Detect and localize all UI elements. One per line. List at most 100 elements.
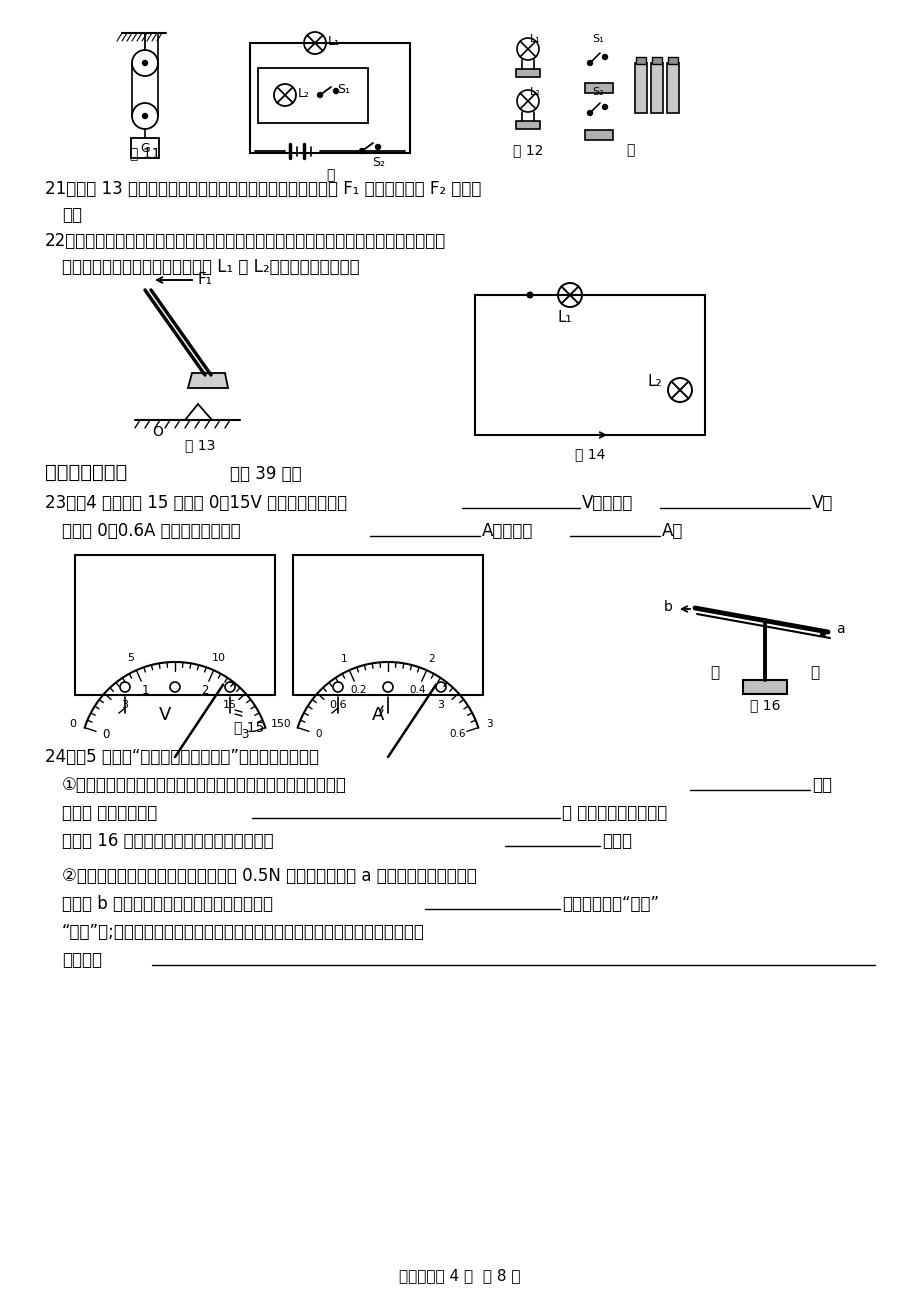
Text: 1: 1 [142, 684, 149, 697]
Text: 0: 0 [283, 719, 289, 729]
Text: L₁: L₁ [557, 309, 572, 325]
Bar [516, 69, 539, 77]
Bar [635, 57, 645, 64]
Text: 15: 15 [222, 699, 237, 710]
Text: ①先把杠杆的中点支在支架上，调节两端的平衡螺母，使杠杆在: ①先把杠杆的中点支在支架上，调节两端的平衡螺母，使杠杆在 [62, 776, 346, 794]
Text: 3: 3 [241, 728, 248, 741]
Text: 在杠杆 b 处的细线上，为使杠杆平衡，应竖直: 在杠杆 b 处的细线上，为使杠杆平衡，应竖直 [62, 894, 273, 913]
Text: 图 14: 图 14 [574, 447, 605, 462]
Text: 拉弹簧秤（填“向上”: 拉弹簧秤（填“向上” [562, 894, 658, 913]
Text: A: A [371, 706, 384, 724]
Text: 22．根据标出的电流方向，将电池组、电流表、电压表三个元件符号中的两个，分别填进: 22．根据标出的电流方向，将电池组、电流表、电压表三个元件符号中的两个，分别填进 [45, 231, 446, 250]
Text: 乙: 乙 [625, 143, 633, 157]
Circle shape [819, 630, 825, 637]
Text: A，读数是: A，读数是 [482, 523, 533, 540]
Text: 0.2: 0.2 [349, 685, 366, 696]
Text: 3: 3 [486, 719, 493, 729]
Text: 2: 2 [200, 684, 209, 697]
Text: O: O [152, 425, 163, 439]
Text: 甲: 甲 [325, 168, 334, 182]
Text: 呈如图 16 所示的状态，则他应将平衡螺母向: 呈如图 16 所示的状态，则他应将平衡螺母向 [62, 832, 273, 850]
Text: 5: 5 [128, 654, 134, 663]
Text: “向下”）;操作时，小华发现弹簧秤读数偏小，不能准确读数，请你提出一种改进: “向下”）;操作时，小华发现弹簧秤读数偏小，不能准确读数，请你提出一种改进 [62, 923, 425, 941]
Text: L₂: L₂ [529, 87, 540, 98]
Circle shape [359, 148, 364, 153]
Text: L₁: L₁ [328, 35, 340, 48]
Text: 电路图的空缺处，填进后要求灯泡 L₁ 和 L₂串联，且都能发光．: 电路图的空缺处，填进后要求灯泡 L₁ 和 L₂串联，且都能发光． [62, 257, 359, 276]
Text: V，读数是: V，读数是 [582, 494, 632, 512]
Text: 图 11: 图 11 [130, 146, 160, 160]
Text: S₁: S₁ [591, 34, 603, 44]
Text: 的方法：: 的方法： [62, 952, 102, 968]
Text: G: G [140, 142, 150, 155]
Text: 0: 0 [102, 728, 109, 741]
Text: L₁: L₁ [529, 34, 540, 44]
Circle shape [142, 61, 147, 65]
Text: V: V [159, 706, 171, 724]
Text: 3: 3 [121, 699, 129, 710]
Circle shape [602, 55, 607, 60]
Text: V；: V； [811, 494, 833, 512]
Text: 10: 10 [211, 654, 226, 663]
Text: 电流表 0～0.6A 量程的最小分度是: 电流表 0～0.6A 量程的最小分度是 [62, 523, 241, 540]
Bar [634, 62, 646, 113]
Text: S₁: S₁ [336, 83, 349, 96]
Text: 1: 1 [341, 654, 347, 664]
Bar [257, 68, 368, 124]
Text: A．: A． [662, 523, 683, 540]
Bar [75, 555, 275, 696]
Polygon shape [187, 373, 228, 387]
Text: S₂: S₂ [591, 87, 603, 98]
Text: F₁: F₁ [198, 272, 212, 287]
Text: 图 16: 图 16 [749, 698, 779, 712]
Bar [666, 62, 678, 113]
Text: 0: 0 [315, 729, 322, 740]
Bar [584, 130, 612, 140]
Circle shape [587, 111, 592, 116]
Text: 23．（4 分）如图 15 电压表 0～15V 量程的最小分度是: 23．（4 分）如图 15 电压表 0～15V 量程的最小分度是 [45, 494, 346, 512]
Text: 21．如图 13 所示，是羊角锤拔钉示意图，请在图上画出动力 F₁ 的力臂和阻力 F₂ 的示意: 21．如图 13 所示，是羊角锤拔钉示意图，请在图上画出动力 F₁ 的力臂和阻力… [45, 179, 481, 198]
Text: 图 15: 图 15 [233, 720, 264, 734]
Circle shape [333, 88, 338, 94]
Circle shape [375, 144, 380, 150]
Text: 图 12: 图 12 [512, 143, 542, 157]
Text: 2: 2 [427, 654, 435, 664]
Text: S₂: S₂ [371, 156, 384, 169]
Bar [516, 121, 539, 129]
Bar [667, 57, 677, 64]
Circle shape [526, 291, 533, 299]
Circle shape [317, 92, 323, 98]
Bar [130, 138, 159, 159]
Circle shape [142, 113, 147, 118]
Text: L₂: L₂ [647, 374, 662, 390]
Text: ②调节好杠杆后，小华将两个重力均为 0.5N 的钉码挂在杠杆 a 处，又将弹簧测力计钉: ②调节好杠杆后，小华将两个重力均为 0.5N 的钉码挂在杠杆 a 处，又将弹簧测… [62, 867, 476, 885]
Bar [474, 295, 704, 436]
Text: 调节．: 调节． [601, 832, 631, 850]
Text: （共 39 分）: （共 39 分） [230, 465, 301, 484]
Text: ． 小华将杠杆支上后，: ． 小华将杠杆支上后， [562, 803, 666, 822]
Bar [584, 83, 612, 94]
Text: 图 13: 图 13 [185, 438, 215, 452]
Text: 0.6: 0.6 [448, 729, 465, 740]
Text: 左: 左 [709, 666, 719, 680]
Bar [651, 62, 663, 113]
Text: 四、实验与探究: 四、实验与探究 [45, 463, 127, 482]
Bar [292, 555, 482, 696]
Text: a: a [835, 621, 844, 636]
Text: 平衡． 这样做的目的: 平衡． 这样做的目的 [62, 803, 157, 822]
Text: b: b [664, 601, 673, 614]
Text: 0: 0 [69, 719, 75, 728]
Bar [250, 43, 410, 153]
Bar [743, 680, 786, 694]
Text: 0.6: 0.6 [329, 699, 346, 710]
Circle shape [587, 61, 592, 65]
Circle shape [602, 104, 607, 109]
Text: 24．（5 分）为“探究杠杆的平衡条件”，回答以下问题：: 24．（5 分）为“探究杠杆的平衡条件”，回答以下问题： [45, 747, 319, 766]
Text: 15: 15 [270, 719, 284, 728]
Bar [652, 57, 662, 64]
Text: 图．: 图． [62, 205, 82, 224]
Text: 右: 右 [810, 666, 819, 680]
Text: 初三物理第 4 页  共 8 页: 初三物理第 4 页 共 8 页 [399, 1268, 520, 1283]
Text: L₂: L₂ [298, 87, 310, 100]
Text: 3: 3 [437, 699, 444, 710]
